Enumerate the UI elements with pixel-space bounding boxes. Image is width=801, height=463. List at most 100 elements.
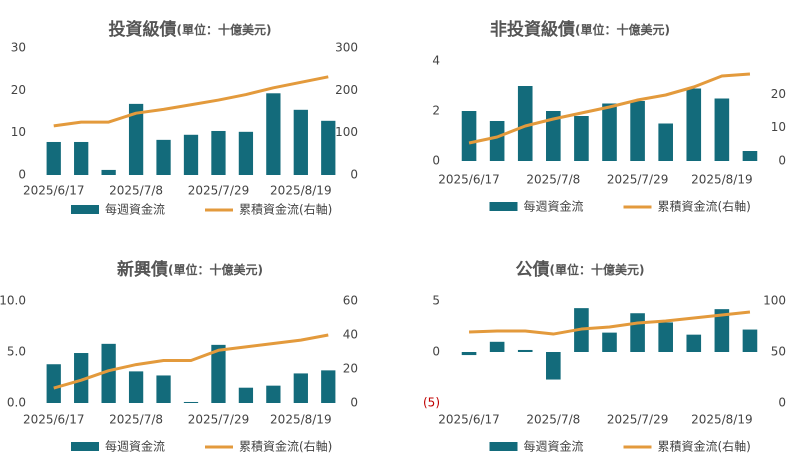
x-tick-label: 2025/6/17 (23, 413, 85, 427)
unit-text: (單位：十億美元) (550, 262, 645, 277)
bar (630, 313, 645, 352)
bar (686, 88, 702, 161)
line (53, 333, 329, 390)
bar (46, 364, 61, 403)
title-text: 投資級債 (109, 19, 177, 40)
bar (714, 309, 730, 352)
bar (461, 111, 477, 161)
bar (128, 371, 144, 403)
bar (156, 375, 171, 403)
legend-label: 每週資金流 (105, 439, 165, 454)
bar (266, 385, 281, 403)
bar (238, 131, 254, 175)
x-tick-label: 2025/6/17 (438, 413, 500, 427)
y2-tick-label: 0 (350, 396, 358, 410)
bar (574, 116, 589, 161)
chart-title: 非投資級債(單位：十億美元) (490, 19, 670, 40)
chart-title: 投資級債(單位：十億美元) (109, 19, 272, 40)
bar (156, 139, 171, 175)
bar (686, 334, 702, 352)
y-tick-label: 0.0 (7, 396, 26, 410)
x-tick-label: 2025/6/17 (23, 184, 85, 198)
y-tick-label: 0 (432, 345, 440, 359)
bar (602, 103, 617, 161)
title-text: 新興債 (117, 259, 168, 280)
bar (211, 130, 226, 175)
bar (489, 341, 505, 352)
x-tick-label: 2025/7/29 (188, 413, 250, 427)
bar (101, 343, 116, 403)
bar (183, 401, 199, 403)
x-tick-label: 2025/8/19 (691, 413, 753, 427)
unit-text: (單位：十億美元) (168, 262, 263, 277)
bar (293, 373, 308, 403)
y-tick-label: 2 (432, 104, 440, 118)
bar (461, 352, 477, 356)
bar (238, 387, 254, 403)
legend-label: 累積資金流(右軸) (658, 199, 751, 214)
x-tick-label: 2025/6/17 (438, 173, 500, 187)
y-tick-label: (5) (423, 396, 440, 410)
legend-label: 累積資金流(右軸) (239, 202, 332, 217)
bar (517, 86, 533, 161)
y-tick-label: 10.0 (0, 294, 26, 308)
bar (321, 120, 336, 175)
legend-label: 每週資金流 (524, 439, 584, 454)
bar (546, 111, 561, 161)
bar (101, 169, 116, 175)
y2-tick-label: 0 (778, 396, 786, 410)
line (53, 75, 329, 128)
x-tick-label: 2025/8/19 (691, 173, 753, 187)
legend-label: 每週資金流 (524, 199, 584, 214)
legend-label: 每週資金流 (105, 202, 165, 217)
y-tick-label: 4 (432, 54, 440, 68)
y-tick-label: 30 (11, 41, 26, 55)
legend-label: 累積資金流(右軸) (239, 439, 332, 454)
bar (714, 98, 730, 161)
x-tick-label: 2025/8/19 (270, 184, 332, 198)
legend-swatch (489, 202, 518, 211)
bar (658, 123, 673, 161)
y-tick-label: 0 (432, 154, 440, 168)
chart-title: 新興債(單位：十億美元) (117, 259, 263, 280)
y-tick-label: 5 (432, 294, 440, 308)
y2-tick-label: 200 (335, 83, 358, 97)
line (468, 310, 751, 336)
y-tick-label: 10 (11, 125, 26, 139)
y2-tick-label: 50 (771, 345, 786, 359)
y2-tick-label: 10 (771, 120, 786, 134)
legend-swatch (71, 205, 99, 214)
bar (74, 141, 89, 175)
bar (293, 109, 308, 175)
y2-tick-label: 20 (343, 362, 358, 376)
bar (742, 151, 758, 161)
bar (602, 332, 617, 352)
bar (546, 352, 561, 380)
y-tick-label: 0 (18, 168, 26, 182)
y2-tick-label: 100 (335, 125, 358, 139)
x-tick-label: 2025/8/19 (270, 413, 332, 427)
bar (517, 349, 533, 352)
bar (46, 141, 61, 175)
y-tick-label: 5.0 (7, 345, 26, 359)
x-tick-label: 2025/7/29 (607, 173, 669, 187)
x-tick-label: 2025/7/8 (109, 413, 163, 427)
title-text: 公債 (516, 259, 550, 280)
title-text: 非投資級債 (490, 19, 575, 40)
bar (630, 101, 645, 161)
y2-tick-label: 20 (771, 87, 786, 101)
bar (321, 370, 336, 403)
y2-tick-label: 40 (343, 328, 358, 342)
unit-text: (單位：十億美元) (177, 22, 272, 37)
y2-tick-label: 60 (343, 294, 358, 308)
x-tick-label: 2025/7/8 (109, 184, 163, 198)
bar (742, 329, 758, 352)
x-tick-label: 2025/7/29 (188, 184, 250, 198)
legend-swatch (71, 442, 99, 451)
bar (74, 353, 89, 403)
bar (489, 121, 505, 161)
bar (128, 103, 144, 175)
chart-title: 公債(單位：十億美元) (516, 259, 645, 280)
x-tick-label: 2025/7/29 (607, 413, 669, 427)
x-tick-label: 2025/7/8 (526, 173, 580, 187)
